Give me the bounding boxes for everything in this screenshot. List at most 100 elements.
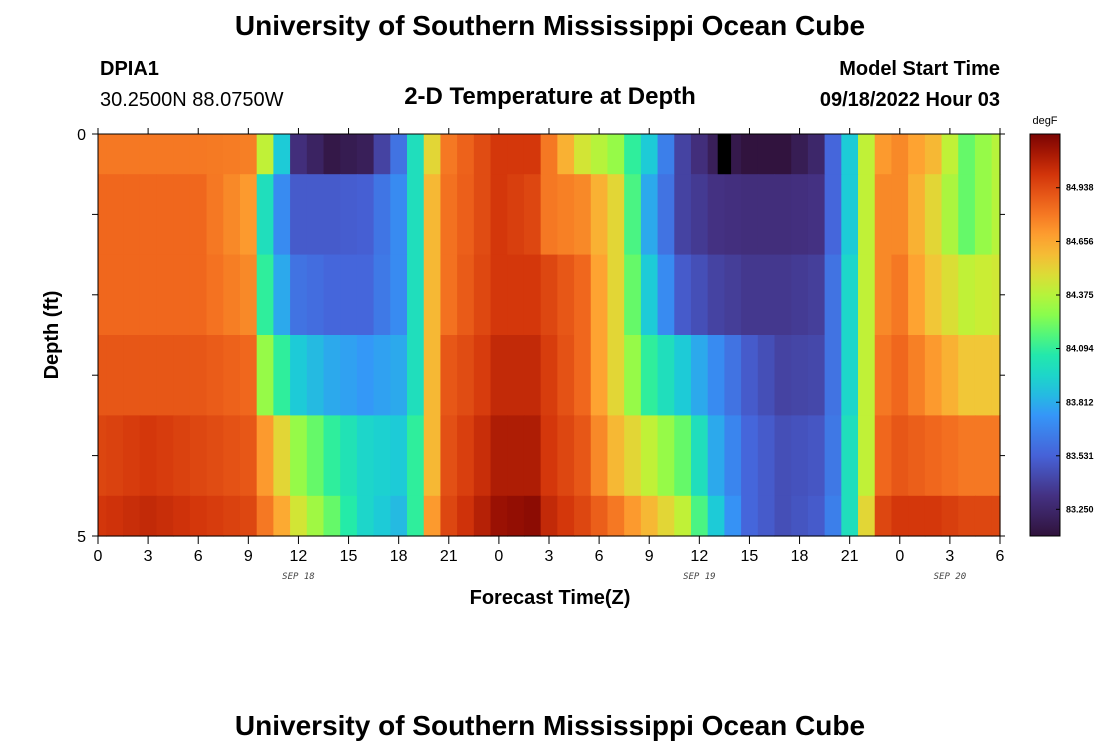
model-start-label: Model Start Time: [839, 58, 1000, 80]
heatmap-cell: [757, 335, 776, 416]
heatmap-cell: [139, 335, 158, 416]
heatmap-cell: [908, 495, 926, 537]
heatmap-cell: [690, 134, 709, 175]
heatmap-cell: [674, 174, 692, 256]
heatmap-cell: [757, 415, 776, 497]
heatmap-cell: [874, 335, 893, 416]
heatmap-cell: [924, 134, 943, 175]
heatmap-cell: [106, 495, 124, 537]
heatmap-cell: [323, 254, 341, 336]
heatmap-cell: [123, 254, 141, 336]
heatmap-cell: [640, 254, 659, 336]
heatmap-cell: [741, 254, 759, 336]
heatmap-cell: [674, 415, 692, 497]
heatmap-cell: [590, 495, 609, 537]
heatmap-cell: [139, 254, 158, 336]
x-tick-label: 3: [945, 548, 954, 565]
heatmap-cell: [323, 495, 341, 537]
heatmap-cell: [874, 415, 893, 497]
heatmap-cell: [607, 254, 625, 336]
heatmap-cell: [807, 335, 826, 416]
heatmap-cell: [340, 415, 358, 497]
heatmap-cell: [457, 335, 475, 416]
heatmap-cell: [507, 174, 525, 256]
heatmap-cell: [356, 174, 375, 256]
heatmap-cell: [690, 254, 709, 336]
heatmap-cell: [106, 415, 124, 497]
heatmap-cell: [757, 254, 776, 336]
heatmap-cell: [674, 335, 692, 416]
heatmap-cell: [824, 134, 842, 175]
heatmap-cell: [640, 174, 659, 256]
heatmap-cell: [423, 174, 442, 256]
heatmap-cell: [858, 174, 876, 256]
heatmap-cell: [356, 254, 375, 336]
heatmap-cell: [290, 254, 308, 336]
heatmap-cell: [858, 335, 876, 416]
heatmap-cell: [891, 254, 909, 336]
heatmap-cell: [958, 335, 976, 416]
heatmap-cell: [640, 415, 659, 497]
heatmap-cell: [574, 415, 592, 497]
heatmap-cell: [290, 495, 308, 537]
heatmap-cells: [98, 134, 1001, 537]
heatmap-cell: [657, 134, 675, 175]
heatmap-cell: [98, 335, 107, 416]
heatmap-cell: [858, 415, 876, 497]
heatmap-cell: [457, 495, 475, 537]
heatmap-cell: [123, 335, 141, 416]
x-tick-label: 9: [645, 548, 654, 565]
heatmap-cell: [690, 415, 709, 497]
heatmap-cell: [690, 174, 709, 256]
heatmap-cell: [958, 254, 976, 336]
heatmap-cell: [523, 254, 542, 336]
heatmap-cell: [473, 174, 492, 256]
heatmap-cell: [256, 254, 274, 336]
x-tick-label: 6: [996, 548, 1005, 565]
heatmap-cell: [523, 134, 542, 175]
heatmap-cell: [323, 174, 341, 256]
heatmap-cell: [189, 254, 208, 336]
heatmap-cell: [624, 495, 642, 537]
heatmap-cell: [974, 134, 993, 175]
heatmap-cell: [507, 335, 525, 416]
heatmap-cell: [323, 335, 341, 416]
heatmap-cell: [991, 134, 1001, 175]
x-tick-label: 18: [390, 548, 408, 565]
heatmap-cell: [841, 335, 859, 416]
heatmap-cell: [490, 134, 508, 175]
heatmap-cell: [407, 335, 425, 416]
colorbar-tick-label: 84.938: [1066, 183, 1094, 193]
heatmap-cell: [807, 174, 826, 256]
heatmap-cell: [98, 415, 107, 497]
heatmap-cell: [373, 134, 391, 175]
heatmap-cell: [574, 335, 592, 416]
heatmap-cell: [974, 174, 993, 256]
heatmap-cell: [891, 174, 909, 256]
heatmap-cell: [640, 495, 659, 537]
heatmap-cell: [607, 335, 625, 416]
heatmap-cell: [98, 174, 107, 256]
heatmap-cell: [273, 495, 291, 537]
station-id: DPIA1: [100, 58, 159, 80]
heatmap-cell: [223, 495, 241, 537]
heatmap-cell: [991, 335, 1001, 416]
heatmap-cell: [941, 495, 959, 537]
heatmap-cell: [256, 335, 274, 416]
heatmap-cell: [373, 335, 391, 416]
heatmap-cell: [791, 134, 809, 175]
heatmap-cell: [707, 174, 725, 256]
heatmap-cell: [407, 174, 425, 256]
heatmap-cell: [757, 495, 776, 537]
heatmap-cell: [791, 254, 809, 336]
heatmap-cell: [707, 335, 725, 416]
heatmap-cell: [189, 495, 208, 537]
heatmap-cell: [891, 415, 909, 497]
heatmap-cell: [841, 495, 859, 537]
heatmap-cell: [323, 134, 341, 175]
heatmap-cell: [841, 254, 859, 336]
heatmap-cell: [423, 134, 442, 175]
heatmap-cell: [657, 254, 675, 336]
x-tick-label: 15: [340, 548, 358, 565]
model-start-value: 09/18/2022 Hour 03: [820, 89, 1000, 111]
